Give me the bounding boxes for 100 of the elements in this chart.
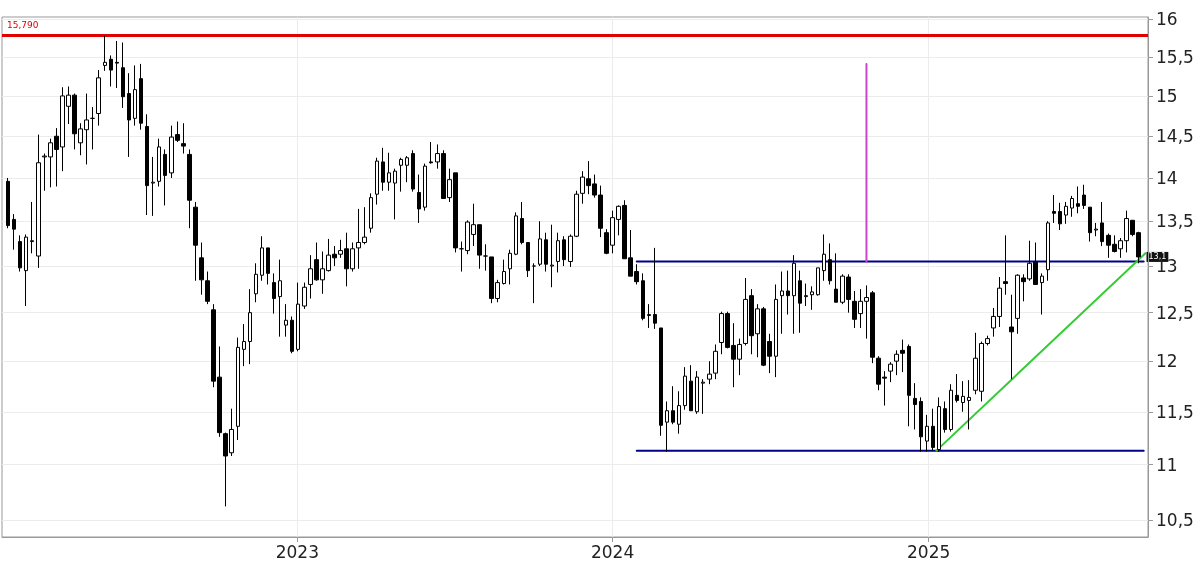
candlestick	[278, 259, 282, 338]
candlestick	[1003, 234, 1008, 296]
ref-line-label: 15,790	[7, 20, 39, 31]
candlestick	[1064, 201, 1068, 225]
candlestick	[816, 267, 820, 297]
candlestick	[121, 41, 125, 109]
candlestick	[1046, 220, 1050, 282]
candlestick	[919, 396, 923, 453]
candlestick	[1076, 185, 1080, 214]
candlestick	[774, 283, 778, 378]
candlestick	[701, 378, 705, 415]
candlestick	[665, 400, 669, 453]
candlestick	[272, 272, 276, 315]
candlestick	[786, 270, 790, 316]
candlestick	[12, 213, 16, 251]
candlestick	[115, 40, 119, 89]
candlestick	[925, 414, 929, 453]
candlestick	[423, 163, 427, 212]
candlestick	[260, 235, 264, 282]
candlestick	[828, 242, 832, 285]
candlestick	[955, 373, 959, 403]
y-tick-label: 14,5	[1156, 126, 1194, 147]
candlestick	[792, 254, 796, 335]
candlestick	[683, 366, 687, 411]
candlestick	[30, 201, 34, 254]
candlestick	[369, 192, 373, 234]
candlestick	[520, 201, 524, 245]
candlestick	[248, 288, 252, 365]
candlestick	[556, 232, 560, 273]
candlestick	[798, 270, 802, 334]
candlestick	[90, 106, 95, 150]
candlestick	[133, 64, 137, 127]
x-tick-label: 2024	[590, 541, 635, 562]
candlestick	[151, 156, 155, 217]
candlestick	[949, 383, 953, 433]
candlestick	[375, 157, 379, 206]
candlestick	[18, 234, 22, 273]
y-tick-label: 12	[1156, 351, 1178, 372]
candlestick	[508, 249, 512, 285]
y-tick-label: 16	[1156, 9, 1178, 30]
candlestick	[381, 147, 385, 192]
candlestick	[145, 113, 149, 216]
candlestick	[1040, 272, 1044, 316]
candlestick	[405, 155, 409, 183]
candlestick	[1070, 195, 1074, 218]
candlestick	[1052, 194, 1056, 224]
candlestick	[36, 134, 41, 269]
candlestick	[411, 149, 415, 193]
candlestick	[514, 211, 518, 256]
y-tick-label: 13,5	[1156, 211, 1194, 232]
candlestick	[538, 220, 542, 267]
y-tick-label: 12,5	[1156, 302, 1194, 323]
candlestick	[544, 232, 548, 273]
candlestick	[157, 138, 161, 187]
candlestick	[236, 337, 240, 441]
candlestick	[284, 303, 288, 338]
candlestick	[254, 262, 258, 303]
annotation: 13,1	[1148, 252, 1167, 262]
candlestick	[1009, 294, 1014, 380]
candlestick	[109, 54, 113, 87]
candlestick	[907, 343, 911, 427]
candlestick	[822, 233, 826, 282]
candlestick	[1100, 201, 1104, 247]
candlestick	[242, 323, 246, 367]
candlestick	[103, 35, 107, 72]
candlestick	[937, 396, 941, 453]
candlestick	[193, 201, 198, 282]
candlestick	[641, 272, 645, 321]
candlestick	[834, 252, 838, 303]
candlestick	[810, 285, 814, 311]
candlestick	[417, 174, 421, 224]
candlestick	[181, 122, 186, 155]
candlestick	[967, 379, 971, 430]
x-tick-label: 2025	[907, 541, 951, 562]
candlestick	[96, 69, 101, 127]
candlestick	[931, 408, 935, 452]
candlestick	[900, 339, 905, 373]
candlestick	[199, 242, 204, 296]
candlestick	[659, 327, 663, 437]
candlestick	[502, 259, 506, 285]
y-tick-label: 14	[1156, 167, 1178, 188]
candlestick	[139, 63, 143, 131]
candlestick	[1088, 206, 1092, 243]
candlestick	[532, 262, 536, 304]
candlestick	[780, 271, 784, 335]
candlestick	[961, 380, 965, 413]
y-tick-label: 11	[1156, 454, 1178, 475]
candlestick	[677, 390, 681, 435]
candlestick	[943, 400, 947, 434]
candlestick	[653, 247, 657, 330]
candlestick	[671, 385, 675, 425]
candlestick	[647, 303, 651, 329]
candlestick	[205, 271, 210, 305]
y-tick-label: 11,5	[1156, 401, 1194, 422]
y-tick-label: 10,5	[1156, 509, 1194, 530]
candlestick	[387, 152, 391, 192]
candlestick	[562, 235, 566, 267]
candlestick	[399, 157, 403, 193]
candlestick	[127, 72, 131, 158]
candlestick	[1058, 202, 1062, 231]
